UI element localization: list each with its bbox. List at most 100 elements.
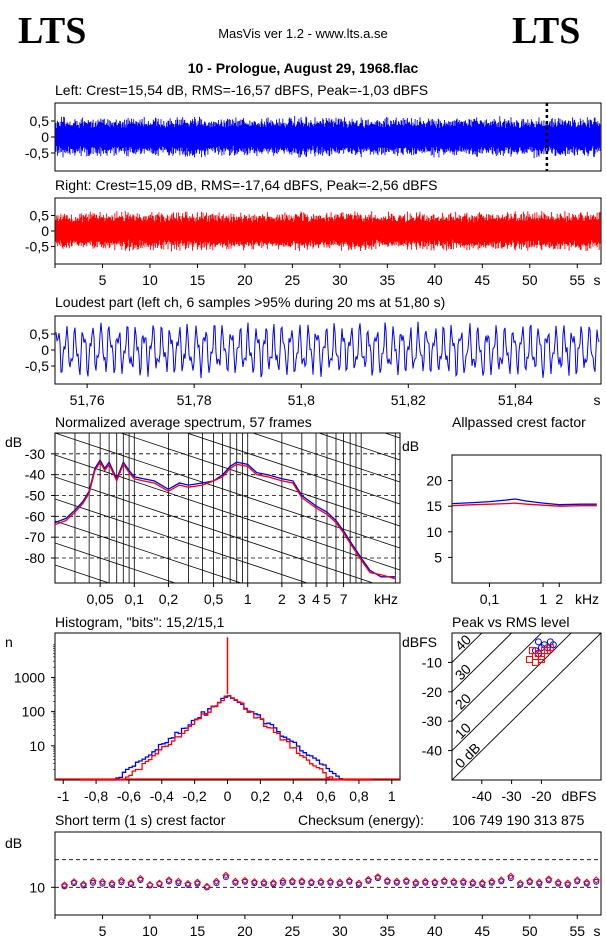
short-term-crest-point-right xyxy=(383,876,392,885)
short-term-crest-point-right xyxy=(212,877,221,886)
short-term-crest-point-left xyxy=(507,875,514,882)
short-term-crest-point-right xyxy=(307,878,316,886)
spectrum-series-right xyxy=(55,460,396,580)
right-waveform-xtick-label: 40 xyxy=(427,272,443,288)
short-term-crest-xtick-label: 25 xyxy=(285,923,301,939)
peak-vs-rms-xtick-label: -20 xyxy=(531,788,551,804)
short-term-crest-point-right xyxy=(469,878,477,886)
right-waveform-xtick-label: 55 xyxy=(569,272,585,288)
spectrum-xunit: kHz xyxy=(374,591,398,607)
histogram-ytick-label: 10 xyxy=(29,738,45,754)
short-term-crest-point-left xyxy=(593,878,600,885)
crest-line-label: 20 xyxy=(452,690,474,712)
short-term-crest-point-right xyxy=(478,879,487,887)
short-term-crest-point-right xyxy=(222,871,230,880)
short-term-crest-point-right xyxy=(250,878,259,886)
crest-line-label: 40 xyxy=(452,631,474,653)
peak-rms-point-right xyxy=(537,653,545,661)
short-term-crest-point-right xyxy=(507,872,515,880)
short-term-crest-xtick-label: 35 xyxy=(380,923,396,939)
short-term-crest-point-left xyxy=(564,881,571,888)
spectrum-ytick-label: -40 xyxy=(25,467,45,483)
short-term-crest-point-left xyxy=(346,878,353,885)
short-term-crest-point-right xyxy=(564,879,572,887)
short-term-crest-point-left xyxy=(165,878,172,885)
short-term-crest-point-left xyxy=(241,878,248,885)
spectrum-series-left xyxy=(55,458,396,578)
spectrum-xtick-label: 2 xyxy=(278,591,286,607)
spectrum-slope-line xyxy=(55,476,375,583)
short-term-crest-point-right xyxy=(288,877,297,885)
peak-vs-rms-title: Peak vs RMS level xyxy=(452,614,570,630)
allpassed-crest-series-left xyxy=(451,498,597,506)
short-term-crest-point-right xyxy=(440,876,449,885)
short-term-crest-point-left xyxy=(441,878,448,885)
crest-line xyxy=(452,633,601,780)
short-term-crest-point-left xyxy=(526,879,533,886)
short-term-crest-point-right xyxy=(412,878,420,886)
right-waveform-xtick-label: 35 xyxy=(380,272,396,288)
short-term-crest-point-right xyxy=(573,876,581,884)
short-term-crest-point-right xyxy=(450,877,458,886)
short-term-crest-point-right xyxy=(526,877,534,885)
allpassed-crest-xtick-label: 1 xyxy=(539,591,547,607)
short-term-crest-point-left xyxy=(108,881,115,888)
short-term-crest-point-left xyxy=(184,882,191,889)
short-term-crest-point-right xyxy=(402,876,411,885)
right-waveform-xtick-label: 5 xyxy=(99,272,107,288)
short-term-crest-point-right xyxy=(317,877,325,886)
short-term-crest-point-left xyxy=(279,879,286,886)
short-term-crest-point-right xyxy=(79,880,88,888)
short-term-crest-point-right xyxy=(583,878,591,886)
short-term-crest-point-left xyxy=(498,878,505,885)
right-waveform-xtick-label: 20 xyxy=(237,272,253,288)
histogram-xtick-label: 0,8 xyxy=(349,788,369,804)
allpassed-crest-ytick-label: 15 xyxy=(426,498,442,514)
histogram-title: Histogram, "bits": 15,2/15,1 xyxy=(55,614,225,630)
short-term-crest-point-right xyxy=(203,882,211,891)
short-term-crest-ylabel: dB xyxy=(5,835,22,851)
spectrum-xtick-label: 0,05 xyxy=(87,591,114,607)
spectrum-slope-line xyxy=(55,542,177,583)
checksum-label: Checksum (energy): xyxy=(298,812,425,828)
short-term-crest-point-left xyxy=(194,880,201,887)
short-term-crest-point-left xyxy=(545,877,552,884)
short-term-crest-point-left xyxy=(365,877,372,884)
spectrum-xtick-label: 5 xyxy=(323,591,331,607)
allpassed-crest-ylabel: dB xyxy=(402,438,419,454)
short-term-crest-point-right xyxy=(98,878,107,886)
crest-line-label: 0 dB xyxy=(452,740,484,772)
short-term-crest-point-left xyxy=(260,880,267,887)
short-term-crest-point-right xyxy=(279,877,287,885)
histogram-xtick-label: 1 xyxy=(388,788,396,804)
short-term-crest-xtick-label: 40 xyxy=(427,923,443,939)
short-term-crest-point-left xyxy=(479,881,486,888)
spectrum-ytick-label: -70 xyxy=(25,529,45,545)
spectrum-slope-line xyxy=(55,520,243,583)
short-term-crest-point-left xyxy=(517,881,524,888)
loudest-part-title: Loudest part (left ch, 6 samples >95% du… xyxy=(55,294,446,310)
histogram-series-right xyxy=(79,694,373,781)
spectrum-ylabel: dB xyxy=(5,434,22,450)
logo-right: LTS xyxy=(512,10,581,52)
allpassed-crest-ytick-label: 20 xyxy=(426,473,442,489)
peak-vs-rms-ytick-label: -10 xyxy=(422,654,442,670)
spectrum-ytick-label: -60 xyxy=(25,508,45,524)
short-term-crest-point-left xyxy=(222,874,229,881)
right-waveform-xunit: s xyxy=(594,272,601,288)
short-term-crest-point-right xyxy=(459,877,468,886)
peak-rms-point-right xyxy=(531,658,539,666)
histogram-ytick-label: 1000 xyxy=(14,669,45,685)
short-term-crest-point-right xyxy=(535,878,543,886)
short-term-crest-point-right xyxy=(326,877,335,886)
short-term-crest-point-left xyxy=(450,879,457,886)
short-term-crest-point-left xyxy=(336,880,343,887)
allpassed-crest-xtick-label: 0,1 xyxy=(480,591,500,607)
short-term-crest-xtick-label: 50 xyxy=(522,923,538,939)
short-term-crest-point-left xyxy=(89,879,96,886)
short-term-crest-point-left xyxy=(327,879,334,886)
short-term-crest-point-left xyxy=(422,879,429,886)
short-term-crest-point-left xyxy=(213,880,220,887)
peak-vs-rms-xlabel: dBFS xyxy=(561,788,596,804)
allpassed-crest-series-right xyxy=(451,502,597,507)
